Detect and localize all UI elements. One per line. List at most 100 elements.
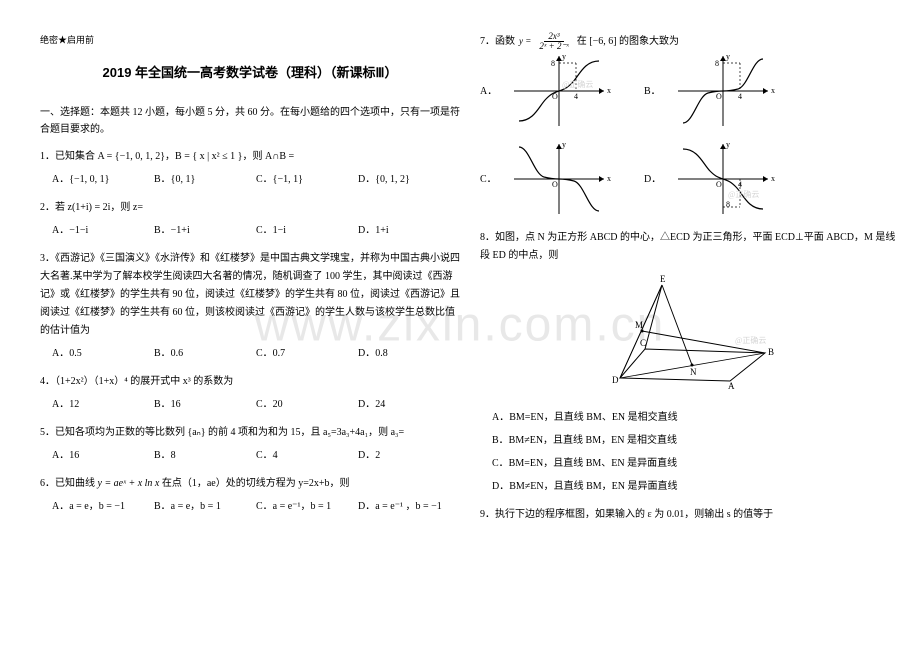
chart-wm: @正确云	[562, 79, 593, 89]
q3-stem: 3．《西游记》《三国演义》《水浒传》和《红楼梦》是中国古典文学瑰宝，并称为中国古…	[40, 250, 460, 340]
q5-opt-d: D．2	[358, 446, 460, 465]
geo-b: B	[768, 347, 774, 357]
left-column: 绝密★启用前 2019 年全国统一高考数学试卷（理科）（新课标Ⅲ） 一、选择题：…	[40, 32, 460, 526]
question-7: 7．函数 y = 2x³ 2ˣ + 2⁻ˣ 在 [−6, 6] 的图象大致为 A…	[480, 32, 900, 219]
q5-opt-a: A．16	[52, 446, 154, 465]
q7-stem: 7．函数 y = 2x³ 2ˣ + 2⁻ˣ 在 [−6, 6] 的图象大致为	[480, 32, 900, 51]
axis-o: O	[552, 180, 558, 189]
axis-4: 4	[738, 92, 742, 101]
q8-options: A．BM=EN，且直线 BM、EN 是相交直线 B．BM≠EN，且直线 BM，E…	[480, 408, 900, 496]
q8-stem: 8．如图，点 N 为正方形 ABCD 的中心，△ECD 为正三角形，平面 ECD…	[480, 229, 900, 265]
exam-title: 2019 年全国统一高考数学试卷（理科）（新课标Ⅲ）	[40, 61, 460, 86]
axis-x: x	[607, 86, 611, 95]
q3-opt-c: C．0.7	[256, 344, 358, 363]
question-1: 1．已知集合 A = {−1, 0, 1, 2}，B = { x | x² ≤ …	[40, 148, 460, 189]
question-5: 5．已知各项均为正数的等比数列 {aₙ} 的前 4 项和为和为 15，且 a₅=…	[40, 424, 460, 465]
q6-stem-b: 在点（1，ae）处的切线方程为 y=2x+b，则	[159, 478, 349, 489]
axis-y: y	[562, 52, 566, 61]
q3-opt-b: B．0.6	[154, 344, 256, 363]
q4-opt-b: B．16	[154, 395, 256, 414]
q2-opt-b: B．−1+i	[154, 221, 256, 240]
q5-opt-b: B．8	[154, 446, 256, 465]
question-4: 4．（1+2x²）（1+x）⁴ 的展开式中 x³ 的系数为 A．12 B．16 …	[40, 373, 460, 414]
q2-opt-a: A．−1−i	[52, 221, 154, 240]
q5-stem: 5．已知各项均为正数的等比数列 {aₙ} 的前 4 项和为和为 15，且 a₅=…	[40, 424, 460, 442]
question-8: 8．如图，点 N 为正方形 ABCD 的中心，△ECD 为正三角形，平面 ECD…	[480, 229, 900, 496]
q4-stem: 4．（1+2x²）（1+x）⁴ 的展开式中 x³ 的系数为	[40, 373, 460, 391]
q4-opt-a: A．12	[52, 395, 154, 414]
question-2: 2．若 z(1+i) = 2i，则 z= A．−1−i B．−1+i C．1−i…	[40, 199, 460, 240]
q7-label-b: B．	[644, 82, 668, 101]
q8-opt-b: B．BM≠EN，且直线 BM，EN 是相交直线	[492, 431, 900, 450]
axis-y: y	[726, 52, 730, 61]
question-6: 6．已知曲线 y = aeˣ + x ln x 在点（1，ae）处的切线方程为 …	[40, 475, 460, 516]
q7-label-d: D．	[644, 170, 668, 189]
q1-options: A．{−1, 0, 1} B．{0, 1} C．{−1, 1} D．{0, 1,…	[40, 170, 460, 189]
axis-4: 4	[574, 92, 578, 101]
q7-stem-b: 在 [−6, 6] 的图象大致为	[577, 33, 679, 51]
q4-opt-d: D．24	[358, 395, 460, 414]
q7-chart-b: x y O 4 8	[668, 51, 778, 131]
q6-stem-a: 6．已知曲线	[40, 478, 98, 489]
geo-c: C	[640, 338, 646, 348]
q3-opt-d: D．0.8	[358, 344, 460, 363]
q7-row-ab: A． x y O 4 8 @正确云 B．	[480, 51, 900, 131]
q2-options: A．−1−i B．−1+i C．1−i D．1+i	[40, 221, 460, 240]
q3-options: A．0.5 B．0.6 C．0.7 D．0.8	[40, 344, 460, 363]
q8-opt-d: D．BM≠EN，且直线 BM，EN 是异面直线	[492, 477, 900, 496]
axis-x: x	[771, 86, 775, 95]
secret-note: 绝密★启用前	[40, 32, 460, 49]
q2-opt-c: C．1−i	[256, 221, 358, 240]
question-3: 3．《西游记》《三国演义》《水浒传》和《红楼梦》是中国古典文学瑰宝，并称为中国古…	[40, 250, 460, 363]
q1-opt-a: A．{−1, 0, 1}	[52, 170, 154, 189]
axis-x: x	[607, 174, 611, 183]
q6-opt-c: C．a = e⁻¹，b = 1	[256, 497, 358, 516]
q7-den: 2ˣ + 2⁻ˣ	[535, 42, 572, 51]
q6-formula: y = aeˣ + x ln x	[98, 478, 160, 489]
axis-y: y	[726, 140, 730, 149]
q6-opt-b: B．a = e，b = 1	[154, 497, 256, 516]
q8-figure: E M C D N A B @正确云	[480, 273, 900, 400]
q4-opt-c: C．20	[256, 395, 358, 414]
q3-opt-a: A．0.5	[52, 344, 154, 363]
axis-o: O	[716, 180, 722, 189]
axis-8: 8	[715, 59, 719, 68]
geo-d: D	[612, 375, 619, 385]
q7-label-a: A．	[480, 82, 504, 101]
q7-fraction-body: 2x³ 2ˣ + 2⁻ˣ	[535, 32, 572, 51]
q7-chart-d: x y O 4 8 @正确云	[668, 139, 778, 219]
geo-e: E	[660, 274, 666, 284]
q7-row-cd: C． x y O D． x	[480, 139, 900, 219]
axis-8n: 8	[726, 200, 730, 209]
question-9: 9．执行下边的程序框图，如果输入的 ε 为 0.01，则输出 s 的值等于	[480, 506, 900, 524]
geo-wm: @正确云	[735, 335, 766, 345]
q8-opt-a: A．BM=EN，且直线 BM、EN 是相交直线	[492, 408, 900, 427]
axis-8: 8	[551, 59, 555, 68]
q1-stem: 1．已知集合 A = {−1, 0, 1, 2}，B = { x | x² ≤ …	[40, 148, 460, 166]
axis-o: O	[716, 92, 722, 101]
q1-opt-c: C．{−1, 1}	[256, 170, 358, 189]
q5-options: A．16 B．8 C．4 D．2	[40, 446, 460, 465]
q7-chart-c: x y O	[504, 139, 614, 219]
geo-a: A	[728, 381, 735, 391]
axis-y: y	[562, 140, 566, 149]
q6-stem: 6．已知曲线 y = aeˣ + x ln x 在点（1，ae）处的切线方程为 …	[40, 475, 460, 493]
geo-n: N	[690, 367, 697, 377]
chart-wm: @正确云	[728, 189, 759, 199]
q5-opt-c: C．4	[256, 446, 358, 465]
axis-x: x	[771, 174, 775, 183]
q7-stem-a: 7．函数	[480, 33, 515, 51]
q8-opt-c: C．BM=EN，且直线 BM、EN 是异面直线	[492, 454, 900, 473]
q4-options: A．12 B．16 C．20 D．24	[40, 395, 460, 414]
section-1-heading: 一、选择题：本题共 12 小题，每小题 5 分，共 60 分。在每小题给的四个选…	[40, 104, 460, 138]
q2-stem: 2．若 z(1+i) = 2i，则 z=	[40, 199, 460, 217]
q9-stem: 9．执行下边的程序框图，如果输入的 ε 为 0.01，则输出 s 的值等于	[480, 506, 900, 524]
q7-fraction: y =	[519, 37, 531, 46]
q6-opt-a: A．a = e，b = −1	[52, 497, 154, 516]
geo-m: M	[635, 320, 643, 330]
q6-options: A．a = e，b = −1 B．a = e，b = 1 C．a = e⁻¹，b…	[40, 497, 460, 516]
q8-svg: E M C D N A B @正确云	[590, 273, 790, 393]
right-column: 7．函数 y = 2x³ 2ˣ + 2⁻ˣ 在 [−6, 6] 的图象大致为 A…	[480, 32, 900, 534]
q7-chart-a: x y O 4 8 @正确云	[504, 51, 614, 131]
q7-label-c: C．	[480, 170, 504, 189]
